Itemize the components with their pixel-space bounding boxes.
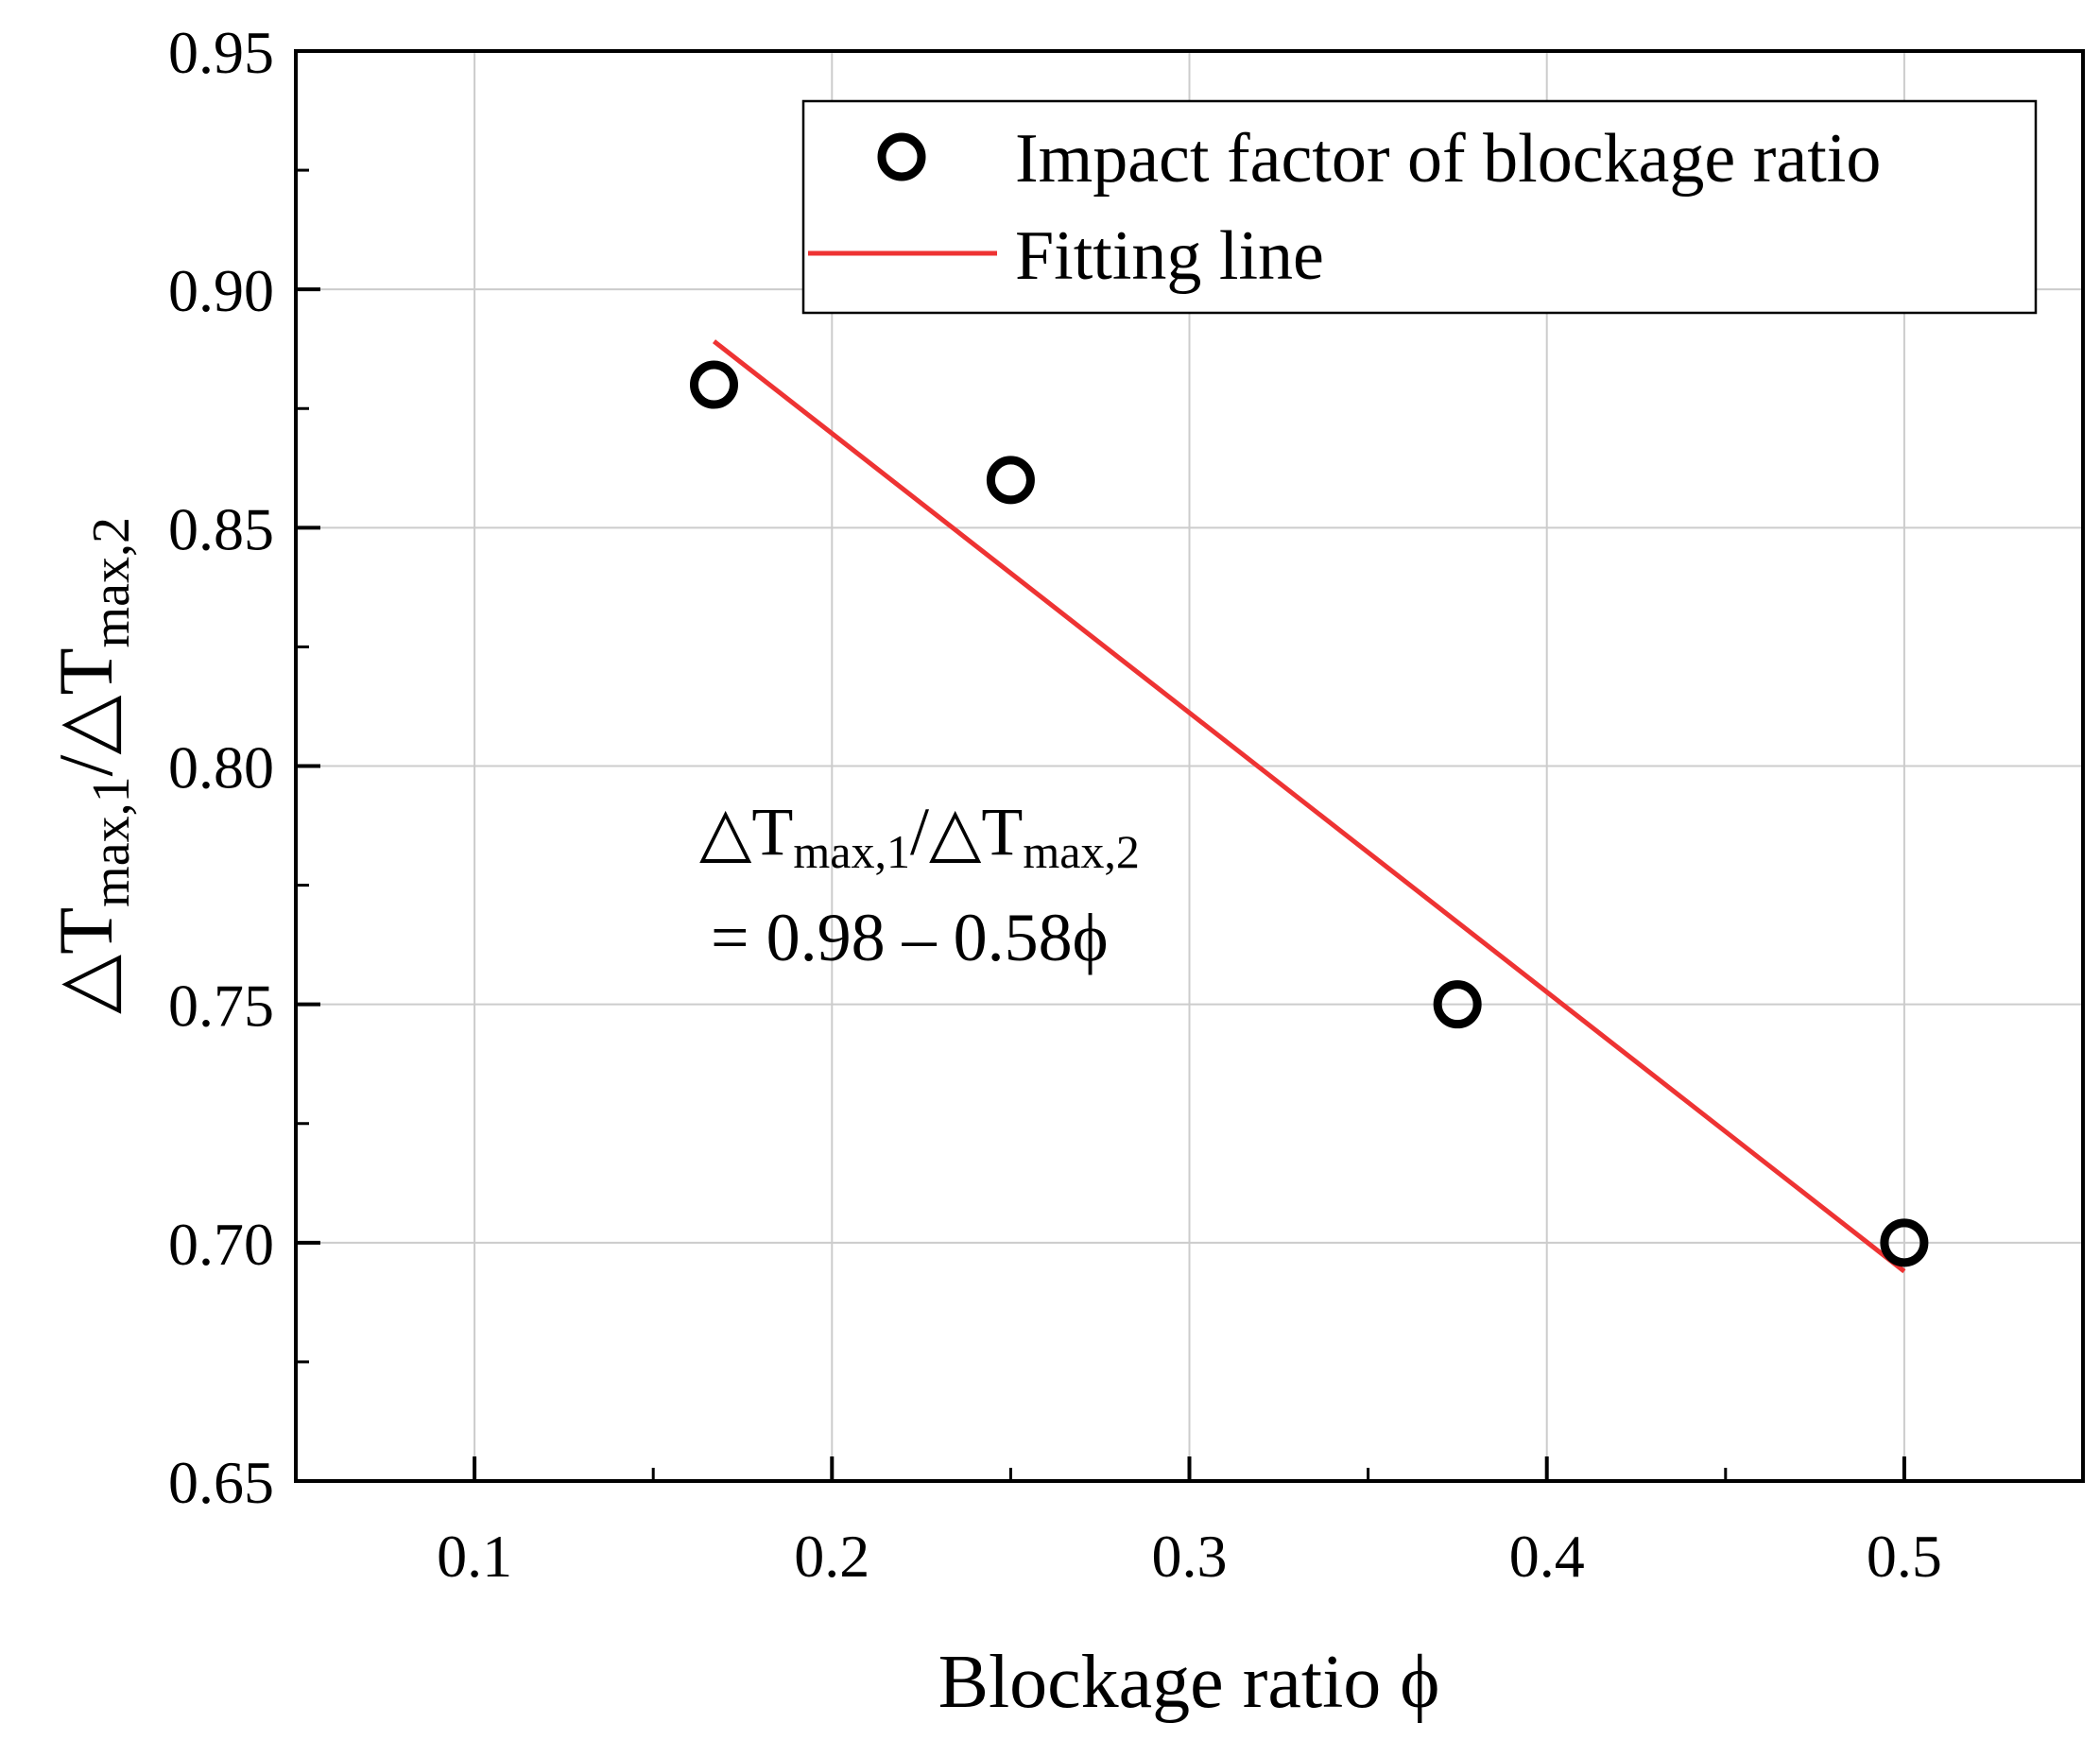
legend-box <box>801 99 2038 315</box>
major-ticks <box>296 49 1906 1483</box>
legend: Impact factor of blockage ratio Fitting … <box>801 99 2038 315</box>
x-tick-label: 0.2 <box>794 1523 869 1590</box>
equation-line-2: = 0.98 – 0.58ϕ <box>711 900 1109 975</box>
y-label-slash: /△T <box>43 647 129 776</box>
y-axis-label: △Tmax,1/△Tmax,2 <box>43 517 141 1014</box>
y-tick-label: 0.80 <box>168 734 274 801</box>
data-point <box>1880 1218 1929 1267</box>
x-tick-label: 0.1 <box>437 1523 512 1590</box>
y-label-sub-1: max,1 <box>82 776 141 906</box>
x-tick-label: 0.3 <box>1152 1523 1228 1590</box>
equation-sub-2: max,2 <box>1023 825 1140 878</box>
legend-label-scatter: Impact factor of blockage ratio <box>1015 120 1881 198</box>
equation-annotation: △Tmax,1/△Tmax,2 = 0.98 – 0.58ϕ <box>699 794 1140 975</box>
x-tick-labels: 0.1 0.2 0.3 0.4 0.5 <box>437 1523 1942 1590</box>
y-tick-label: 0.85 <box>168 495 274 562</box>
fitting-line <box>712 339 1906 1274</box>
legend-label-fit: Fitting line <box>1015 217 1324 295</box>
plot-frame <box>294 49 2085 1483</box>
equation-line-1: △Tmax,1/△Tmax,2 <box>699 794 1140 878</box>
equation-slash: /△T <box>910 794 1023 870</box>
x-axis-label: Blockage ratio ϕ <box>938 1641 1440 1724</box>
x-tick-label: 0.4 <box>1509 1523 1585 1590</box>
equation-sub-1: max,1 <box>793 825 910 878</box>
y-tick-label: 0.75 <box>168 973 274 1040</box>
y-tick-label: 0.90 <box>168 257 274 324</box>
y-label-sub-2: max,2 <box>82 517 141 647</box>
legend-marker-scatter <box>877 132 926 181</box>
minor-ticks <box>296 168 1728 1481</box>
y-tick-labels: 0.65 0.70 0.75 0.80 0.85 0.90 0.95 <box>168 19 274 1516</box>
x-tick-label: 0.5 <box>1867 1523 1942 1590</box>
y-label-prefix: △T <box>43 907 129 1014</box>
y-tick-label: 0.65 <box>168 1449 274 1516</box>
data-point <box>1433 980 1482 1029</box>
y-tick-label: 0.70 <box>168 1211 274 1278</box>
y-tick-label: 0.95 <box>168 19 274 86</box>
data-point <box>689 360 738 409</box>
data-point <box>986 456 1035 505</box>
series <box>689 339 1929 1274</box>
equation-prefix: △T <box>699 794 793 870</box>
